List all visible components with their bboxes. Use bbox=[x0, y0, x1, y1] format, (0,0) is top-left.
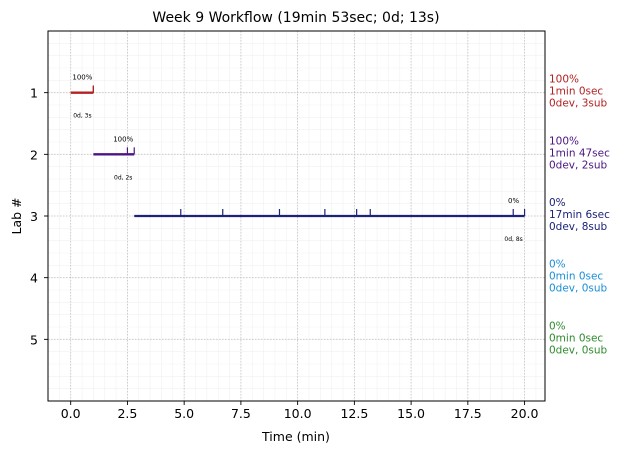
x-tick-label: 17.5 bbox=[454, 406, 482, 421]
y-tick-label: 3 bbox=[30, 209, 38, 224]
lab-4-summary-line: 0dev, 0sub bbox=[549, 283, 608, 295]
x-tick-label: 5.0 bbox=[174, 406, 194, 421]
lab-2-summary-line: 1min 47sec bbox=[549, 147, 610, 159]
x-tick-label: 15.0 bbox=[397, 406, 425, 421]
lab-1-summary-line: 0dev, 3sub bbox=[549, 98, 608, 110]
lab-4-summary-line: 0% bbox=[549, 259, 566, 271]
x-axis-label: Time (min) bbox=[261, 429, 330, 444]
y-axis-label: Lab # bbox=[9, 197, 24, 234]
series-layer: 100% 0d, 3s 100% 0d, 2s 0% 0d, 8s bbox=[70, 74, 526, 243]
lab-1-summary-line: 1min 0sec bbox=[549, 86, 603, 98]
y-tick-label: 1 bbox=[30, 86, 38, 101]
lab-5-summary-line: 0% bbox=[549, 320, 566, 332]
lab-1-timing-label: 0d, 3s bbox=[73, 113, 91, 120]
lab-3-summary-line: 0dev, 8sub bbox=[549, 221, 608, 233]
x-tick-label: 2.5 bbox=[117, 406, 137, 421]
x-tick-label: 20.0 bbox=[511, 406, 539, 421]
lab-2-summary-line: 100% bbox=[549, 135, 579, 147]
y-tick-label: 4 bbox=[30, 271, 38, 286]
lab-4-summary-line: 0min 0sec bbox=[549, 271, 603, 283]
x-tick-label: 10.0 bbox=[284, 406, 312, 421]
chart-title: Week 9 Workflow (19min 53sec; 0d; 13s) bbox=[152, 10, 439, 26]
x-tick-label: 7.5 bbox=[231, 406, 251, 421]
lab-2-timing-label: 0d, 2s bbox=[114, 174, 132, 181]
lab-3-percent-label: 0% bbox=[508, 197, 519, 205]
lab-1-summary-line: 100% bbox=[549, 74, 579, 86]
y-tick-label: 2 bbox=[30, 147, 38, 162]
y-tick-label: 5 bbox=[30, 332, 38, 347]
lab-2-percent-label: 100% bbox=[113, 135, 133, 143]
lab-1-percent-label: 100% bbox=[72, 74, 92, 82]
lab-3-summary-line: 17min 6sec bbox=[549, 209, 610, 221]
axes: 0.0 2.5 5.0 7.5 10.0 12.5 15.0 17.5 20.0 1 2 3 4 5 bbox=[30, 86, 538, 421]
lab-2-summary-line: 0dev, 2sub bbox=[549, 159, 608, 171]
lab-5-summary-line: 0min 0sec bbox=[549, 332, 603, 344]
lab-3-timing-label: 0d, 8s bbox=[504, 236, 522, 243]
lab-3-summary-line: 0% bbox=[549, 197, 566, 209]
x-tick-label: 12.5 bbox=[340, 406, 368, 421]
lab-5-summary-line: 0dev, 0sub bbox=[549, 344, 608, 356]
x-tick-label: 0.0 bbox=[61, 406, 81, 421]
